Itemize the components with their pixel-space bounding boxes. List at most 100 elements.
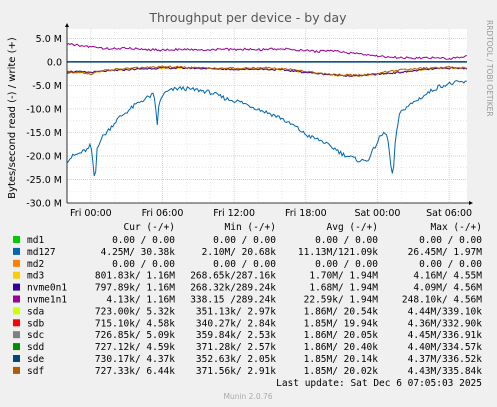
y-tick-label: -20.0 M: [26, 151, 62, 162]
legend-swatch-md127: [13, 247, 20, 255]
munin-footer: Munin 2.0.76: [223, 392, 272, 401]
legend-max-sdc: 4.45M/336.91k: [408, 330, 483, 341]
legend-min-sdb: 340.27k/ 2.84k: [196, 318, 276, 329]
series-md127-read-line: [66, 80, 467, 177]
legend-min-sdf: 371.56k/ 2.91k: [196, 366, 276, 377]
legend-max-sda: 4.44M/339.10k: [408, 306, 483, 317]
legend-cur-nvme1n1: 4.13k/ 1.16M: [106, 295, 175, 306]
legend-name-md1: md1: [27, 235, 44, 246]
y-tick-label: -5.0 M: [32, 81, 62, 92]
legend-name-sdd: sdd: [27, 342, 44, 353]
y-tick-labels: 5.0 M 0.0 -5.0 M -10.0 M -15.0 M -20.0 M -25.0…: [26, 34, 62, 210]
legend-name-nvme0n1: nvme0n1: [27, 283, 67, 294]
legend-max-md127: 26.45M/ 1.97M: [408, 247, 483, 258]
legend-swatch-md2: [13, 259, 20, 267]
legend-swatch-sdd: [13, 343, 20, 351]
series-nvme0n1-read-line: [66, 66, 468, 77]
legend-min-sdc: 359.84k/ 2.53k: [196, 330, 276, 341]
legend-cur-sdc: 726.85k/ 5.09k: [95, 330, 175, 341]
legend-swatch-nvme1n1: [13, 295, 20, 303]
legend-header-max: Max (-/+): [431, 222, 482, 233]
legend-swatch-md1: [13, 236, 20, 243]
y-tick-label: -25.0 M: [26, 175, 62, 186]
legend-min-sdd: 371.28k/ 2.57k: [196, 342, 276, 353]
x-tick-label: Fri 18:00: [285, 208, 327, 219]
legend-max-md3: 4.16M/ 4.55M: [413, 271, 482, 282]
legend-min-md1: 0.00 / 0.00: [213, 235, 276, 246]
legend-swatch-sdb: [13, 319, 20, 327]
legend-cur-sdb: 715.10k/ 4.58k: [95, 318, 175, 329]
legend: Cur (-/+) Min (-/+) Avg (-/+) Max (-/+) md1 0…: [13, 222, 482, 377]
y-tick-label: 0.0: [47, 57, 62, 68]
legend-swatch-sda: [13, 307, 20, 315]
y-tick-label: -30.0 M: [26, 199, 62, 210]
y-axis-label: Bytes/second read (-) / write (+): [7, 37, 18, 199]
legend-cur-md2: 0.00 / 0.00: [112, 259, 175, 270]
legend-max-nvme1n1: 248.10k/ 4.56M: [402, 295, 482, 306]
x-tick-labels: Fri 00:00 Fri 06:00 Fri 12:00 Fri 18:00 Sat …: [70, 208, 472, 219]
legend-max-md1: 0.00 / 0.00: [419, 235, 482, 246]
legend-min-md127: 2.10M/ 20.68k: [202, 247, 277, 258]
legend-cur-sda: 723.00k/ 5.32k: [95, 306, 175, 317]
legend-min-sda: 351.13k/ 2.97k: [196, 306, 276, 317]
chart-title: Throughput per device - by day: [148, 10, 347, 25]
legend-min-md3: 268.65k/287.16k: [190, 271, 276, 282]
x-tick-label: Fri 00:00: [70, 208, 112, 219]
legend-max-sdd: 4.40M/334.57k: [408, 342, 483, 353]
legend-header-cur: Cur (-/+): [124, 222, 175, 233]
y-axis-arrow: [65, 23, 69, 27]
legend-swatch-sde: [13, 355, 20, 362]
x-tick-label: Sat 06:00: [426, 208, 472, 219]
legend-max-sdf: 4.43M/335.84k: [408, 366, 483, 377]
axes: [65, 23, 473, 205]
y-tick-label: -10.0 M: [26, 104, 62, 115]
x-tick-label: Fri 12:00: [213, 208, 255, 219]
rrdtool-watermark: RRDTOOL / TOBI OETIKER: [485, 20, 494, 117]
legend-cur-sde: 730.17k/ 4.37k: [95, 354, 175, 365]
x-tick-label: Sat 00:00: [354, 208, 400, 219]
legend-header-avg: Avg (-/+): [327, 222, 378, 233]
legend-min-nvme1n1: 338.15 /289.24k: [190, 295, 276, 306]
legend-avg-md1: 0.00 / 0.00: [315, 235, 378, 246]
legend-cur-sdd: 727.12k/ 4.59k: [95, 342, 175, 353]
legend-avg-sdf: 1.85M/ 20.02k: [304, 366, 379, 377]
legend-cur-md1: 0.00 / 0.00: [112, 235, 175, 246]
legend-avg-md127: 11.13M/121.09k: [298, 247, 378, 258]
series-nvme1n1-write-line: [66, 43, 467, 61]
legend-max-sde: 4.37M/336.52k: [408, 354, 483, 365]
legend-cur-md3: 801.83k/ 1.16M: [95, 271, 175, 282]
x-tick-label: Fri 06:00: [142, 208, 184, 219]
legend-cur-sdf: 727.33k/ 6.44k: [95, 366, 175, 377]
legend-avg-md2: 0.00 / 0.00: [315, 259, 378, 270]
y-tick-label: -15.0 M: [26, 128, 62, 139]
legend-name-sdf: sdf: [27, 366, 44, 377]
series-sdf-read-line: [66, 65, 467, 77]
legend-max-nvme0n1: 4.09M/ 4.56M: [413, 283, 482, 294]
legend-avg-sde: 1.85M/ 20.14k: [304, 354, 379, 365]
legend-min-sde: 352.63k/ 2.05k: [196, 354, 276, 365]
legend-avg-md3: 1.70M/ 1.94M: [309, 271, 378, 282]
legend-avg-nvme0n1: 1.68M/ 1.94M: [309, 283, 378, 294]
legend-cur-md127: 4.25M/ 30.38k: [101, 247, 176, 258]
legend-name-nvme1n1: nvme1n1: [27, 295, 67, 306]
legend-swatch-sdf: [13, 366, 20, 374]
legend-name-sde: sde: [27, 354, 44, 365]
legend-swatch-sdc: [13, 331, 20, 339]
legend-max-sdb: 4.36M/332.90k: [408, 318, 483, 329]
legend-name-sdc: sdc: [27, 330, 44, 341]
legend-avg-sdb: 1.85M/ 19.94k: [304, 318, 379, 329]
legend-swatch-md3: [13, 271, 20, 279]
legend-header-min: Min (-/+): [225, 222, 276, 233]
legend-avg-sdc: 1.86M/ 20.05k: [304, 330, 379, 341]
legend-name-md3: md3: [27, 271, 44, 282]
legend-avg-sdd: 1.86M/ 20.40k: [304, 342, 379, 353]
legend-min-nvme0n1: 268.32k/289.24k: [190, 283, 276, 294]
legend-name-sda: sda: [27, 306, 44, 317]
legend-avg-sda: 1.86M/ 20.54k: [304, 306, 379, 317]
legend-name-md2: md2: [27, 259, 44, 270]
last-update: Last update: Sat Dec 6 07:05:03 2025: [276, 378, 482, 389]
legend-min-md2: 0.00 / 0.00: [213, 259, 276, 270]
legend-swatch-nvme0n1: [13, 283, 20, 291]
legend-name-md127: md127: [27, 247, 56, 258]
